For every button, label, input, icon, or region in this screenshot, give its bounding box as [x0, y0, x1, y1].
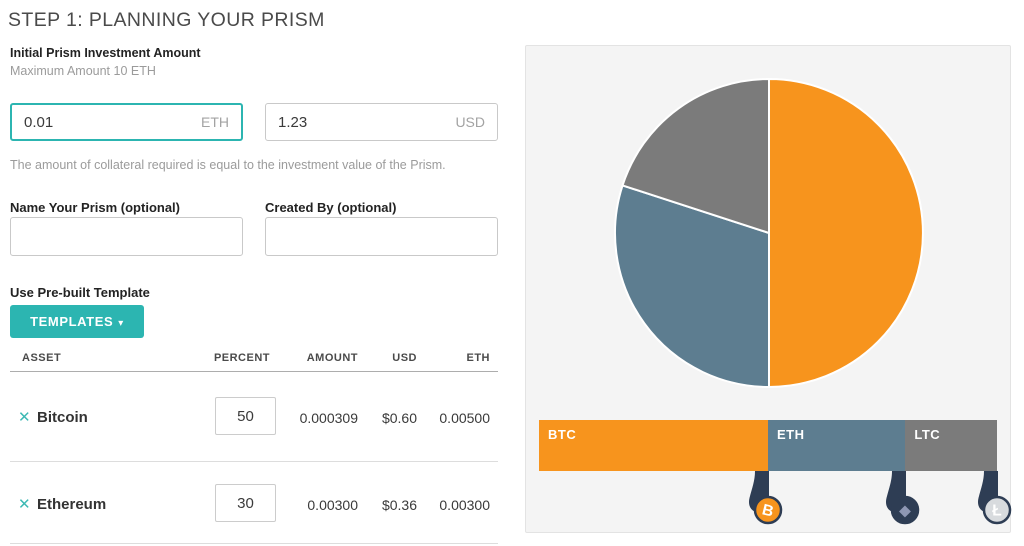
prism-name-input[interactable] — [10, 217, 243, 256]
drag-handle-eth[interactable]: ◆ — [874, 471, 921, 528]
use-template-label: Use Pre-built Template — [10, 285, 150, 300]
allocation-bar: BTC ETH LTC — [539, 420, 997, 471]
remove-asset-icon[interactable]: ✕ — [18, 496, 31, 513]
bar-segment-ltc: LTC — [905, 420, 997, 471]
coin-glyph: B — [760, 501, 775, 520]
drag-handle-btc[interactable]: B — [737, 471, 784, 528]
btc-coin-icon — [753, 495, 783, 525]
created-by-input[interactable] — [265, 217, 498, 256]
coin-glyph: ◆ — [899, 503, 911, 520]
amount-value: 0.00300 — [307, 497, 358, 513]
table-header-rule — [10, 371, 498, 372]
usd-value: $0.36 — [381, 497, 417, 513]
remove-asset-icon[interactable]: ✕ — [18, 409, 31, 426]
col-header-eth: ETH — [466, 352, 490, 364]
coin-glyph: Ł — [992, 503, 1001, 520]
row-divider — [10, 543, 498, 544]
eth-value: 0.00300 — [439, 497, 490, 513]
templates-button-label: TEMPLATES — [30, 314, 114, 329]
amount-value: 0.000309 — [299, 410, 358, 426]
col-header-asset: ASSET — [22, 352, 62, 364]
created-by-label: Created By (optional) — [265, 200, 397, 215]
eth-coin-icon — [891, 495, 920, 525]
templates-dropdown-button[interactable]: TEMPLATES ▾ — [10, 305, 144, 338]
page-title: STEP 1: PLANNING YOUR PRISM — [8, 9, 325, 31]
bar-segment-btc: BTC — [539, 420, 768, 471]
bar-segment-label: LTC — [914, 427, 941, 442]
eth-value: 0.00500 — [439, 410, 490, 426]
ltc-coin-icon — [982, 495, 1012, 525]
eth-amount-field-wrap: ETH — [10, 103, 243, 141]
investment-amount-label: Initial Prism Investment Amount — [10, 46, 201, 60]
asset-name: Ethereum — [37, 496, 107, 513]
row-divider — [10, 461, 498, 462]
pie-slice-btc — [768, 78, 924, 388]
bar-segment-eth: ETH — [768, 420, 906, 471]
pie-slice-eth — [614, 184, 770, 388]
bar-segment-label: ETH — [777, 427, 805, 442]
percent-input[interactable] — [215, 484, 276, 522]
col-header-amount: AMOUNT — [306, 352, 358, 364]
investment-max-sublabel: Maximum Amount 10 ETH — [10, 64, 156, 78]
usd-value: $0.60 — [381, 410, 417, 426]
usd-amount-input[interactable] — [278, 104, 438, 140]
prism-name-label: Name Your Prism (optional) — [10, 200, 180, 215]
collateral-helper-text: The amount of collateral required is equ… — [10, 158, 446, 172]
pie-chart — [614, 78, 924, 388]
usd-amount-field-wrap: USD — [265, 103, 498, 141]
asset-name: Bitcoin — [37, 409, 88, 426]
eth-unit-label: ETH — [201, 114, 229, 130]
usd-unit-label: USD — [455, 114, 485, 130]
col-header-percent: PERCENT — [213, 352, 270, 364]
bar-segment-label: BTC — [548, 427, 577, 442]
pie-slice-ltc — [621, 78, 770, 234]
eth-amount-input[interactable] — [24, 105, 184, 139]
percent-input[interactable] — [215, 397, 276, 435]
allocation-chart-card: BTC ETH LTC B ◆ Ł — [525, 45, 1013, 533]
chevron-down-icon: ▾ — [118, 318, 124, 329]
drag-handle-ltc[interactable]: Ł — [966, 471, 1013, 528]
col-header-usd: USD — [392, 352, 417, 364]
